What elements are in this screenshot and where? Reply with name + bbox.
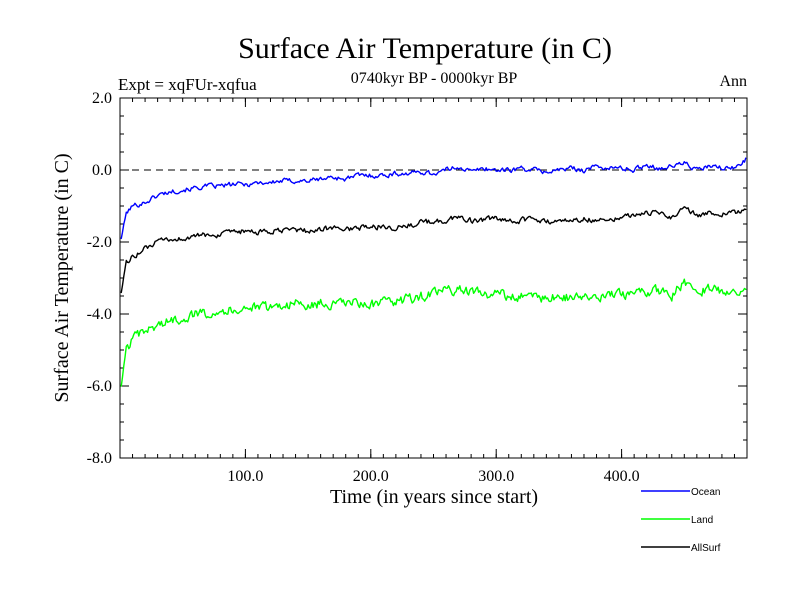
x-tick-label: 400.0	[604, 468, 640, 485]
legend-label-land: Land	[691, 515, 713, 526]
series-line-ocean	[120, 157, 747, 240]
chart-title: Surface Air Temperature (in C)	[238, 32, 612, 65]
y-tick-label: -8.0	[87, 450, 112, 467]
x-tick-label: 100.0	[227, 468, 263, 485]
legend-label-ocean: Ocean	[691, 487, 720, 498]
plot-frame	[119, 97, 748, 459]
y-tick-label: 0.0	[92, 162, 112, 179]
y-tick-label: 2.0	[92, 90, 112, 107]
x-tick-label: 300.0	[478, 468, 514, 485]
chart-subtitle: 0740kyr BP - 0000kyr BP	[351, 70, 518, 87]
legend-label-allsurf: AllSurf	[691, 543, 721, 554]
x-tick-label: 200.0	[353, 468, 389, 485]
chart-annotation-right: Ann	[719, 73, 747, 90]
y-tick-label: -2.0	[87, 234, 112, 251]
x-axis-label: Time (in years since start)	[330, 486, 538, 508]
series-line-land	[120, 278, 747, 387]
chart-annotation-left: Expt = xqFUr-xqfua	[118, 75, 257, 94]
y-tick-label: -6.0	[87, 378, 112, 395]
series-line-allsurf	[120, 206, 747, 294]
legend: Ocean Land AllSurf	[641, 487, 721, 554]
y-tick-label: -4.0	[87, 306, 112, 323]
y-axis-label: Surface Air Temperature (in C)	[51, 153, 73, 402]
